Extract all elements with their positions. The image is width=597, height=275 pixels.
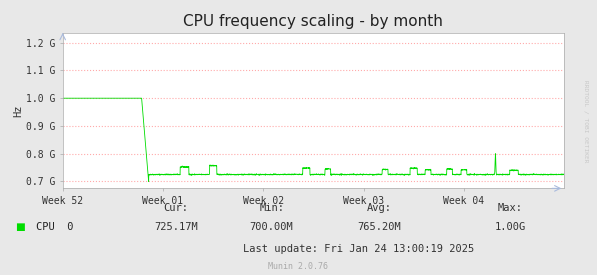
- Text: 725.17M: 725.17M: [154, 222, 198, 232]
- Text: Max:: Max:: [498, 203, 523, 213]
- Text: CPU  0: CPU 0: [36, 222, 73, 232]
- Y-axis label: Hz: Hz: [13, 104, 23, 117]
- Text: ■: ■: [15, 222, 24, 232]
- Text: 765.20M: 765.20M: [357, 222, 401, 232]
- Title: CPU frequency scaling - by month: CPU frequency scaling - by month: [183, 14, 444, 29]
- Text: Min:: Min:: [259, 203, 284, 213]
- Text: 1.00G: 1.00G: [495, 222, 526, 232]
- Text: Cur:: Cur:: [164, 203, 189, 213]
- Text: 700.00M: 700.00M: [250, 222, 294, 232]
- Text: Last update: Fri Jan 24 13:00:19 2025: Last update: Fri Jan 24 13:00:19 2025: [242, 244, 474, 254]
- Text: RRDTOOL / TOBI OETIKER: RRDTOOL / TOBI OETIKER: [584, 80, 589, 162]
- Text: Munin 2.0.76: Munin 2.0.76: [269, 262, 328, 271]
- Text: Avg:: Avg:: [367, 203, 392, 213]
